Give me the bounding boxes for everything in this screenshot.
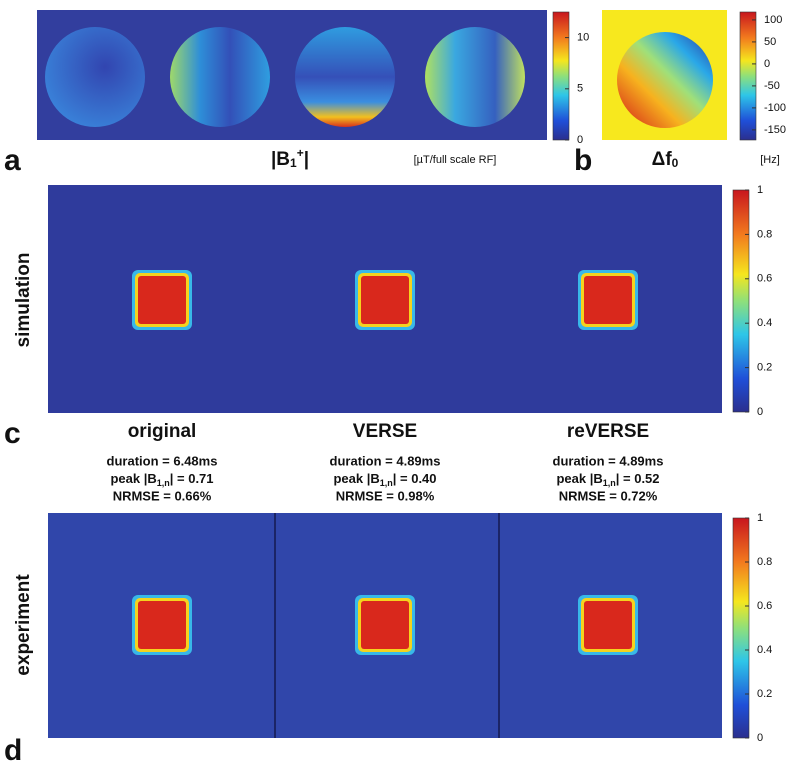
peak-sub: 1,n — [157, 478, 170, 488]
peak-pre: peak |B — [333, 471, 379, 486]
column-title: VERSE — [353, 421, 417, 442]
colorbar — [732, 189, 750, 413]
peak-pre: peak |B — [110, 471, 156, 486]
excitation-square — [138, 276, 186, 324]
colorbar-tick-label: -50 — [764, 80, 780, 92]
colorbar-tick-label: 0 — [757, 406, 763, 418]
panel-letter: a — [4, 144, 21, 177]
colorbar-tick-label: 0.2 — [757, 688, 772, 700]
f0-map — [617, 32, 713, 128]
b1-map — [45, 27, 145, 127]
unit-label: [µT/full scale RF] — [414, 154, 497, 166]
peak-post: | = 0.40 — [393, 471, 437, 486]
excitation-square — [138, 601, 186, 649]
colorbar-tick-label: 1 — [757, 184, 763, 196]
colorbar — [732, 517, 750, 739]
panel-title: |B1+| — [271, 146, 309, 170]
colorbar-tick-label: 0 — [764, 58, 770, 70]
peak-sub: 1,n — [603, 478, 616, 488]
panel-letter: c — [4, 417, 21, 450]
column-title: original — [128, 421, 197, 442]
peak-b1: peak |B1,n| = 0.52 — [556, 471, 659, 488]
colorbar-tick-label: -150 — [764, 124, 786, 136]
panel-title: Δf0 — [652, 149, 679, 170]
colorbar-tick-label: 0 — [757, 732, 763, 744]
row-label: simulation — [13, 252, 34, 347]
panel-b: b Δf0 [Hz] — [574, 10, 780, 177]
colorbar-tick-label: 1 — [757, 512, 763, 524]
colorbar-tick-label: 0.8 — [757, 228, 772, 240]
colorbar-tick-label: 5 — [577, 83, 583, 95]
column-title: reVERSE — [567, 421, 649, 442]
colorbar-tick-label: 50 — [764, 36, 776, 48]
nrmse: NRMSE = 0.98% — [336, 488, 435, 503]
colorbar-tick-label: 0.6 — [757, 600, 772, 612]
peak-pre: peak |B — [556, 471, 602, 486]
colorbar-tick-label: 10 — [577, 32, 589, 44]
b1-map — [170, 27, 270, 127]
duration: duration = 4.89ms — [330, 453, 441, 468]
panel-letter: d — [4, 734, 22, 767]
colorbar-tick-label: 0.4 — [757, 644, 772, 656]
colorbar — [552, 11, 570, 141]
peak-post: | = 0.71 — [170, 471, 214, 486]
duration: duration = 6.48ms — [107, 453, 218, 468]
panel-a: a |B1+| [µT/full scale RF] — [4, 10, 547, 177]
colorbar-tick-label: 0.8 — [757, 556, 772, 568]
excitation-square — [584, 601, 632, 649]
duration: duration = 4.89ms — [553, 453, 664, 468]
nrmse: NRMSE = 0.66% — [113, 488, 212, 503]
colorbar — [739, 11, 757, 141]
excitation-square — [584, 276, 632, 324]
colorbar-tick-label: 0.2 — [757, 362, 772, 374]
colorbar-tick-label: 0.6 — [757, 273, 772, 285]
peak-post: | = 0.52 — [616, 471, 660, 486]
colorbar-tick-label: -100 — [764, 102, 786, 114]
colorbar-tick-label: 100 — [764, 14, 782, 26]
b1-map — [425, 27, 525, 127]
excitation-square — [361, 601, 409, 649]
b1-map — [295, 27, 395, 127]
colorbar-tick-label: 0 — [577, 134, 583, 146]
unit-label: [Hz] — [760, 154, 780, 166]
excitation-square — [361, 276, 409, 324]
peak-b1: peak |B1,n| = 0.71 — [110, 471, 213, 488]
panel-letter: b — [574, 144, 592, 177]
row-label: experiment — [13, 574, 34, 676]
colorbar-tick-label: 0.4 — [757, 317, 772, 329]
nrmse: NRMSE = 0.72% — [559, 488, 658, 503]
peak-b1: peak |B1,n| = 0.40 — [333, 471, 436, 488]
peak-sub: 1,n — [380, 478, 393, 488]
